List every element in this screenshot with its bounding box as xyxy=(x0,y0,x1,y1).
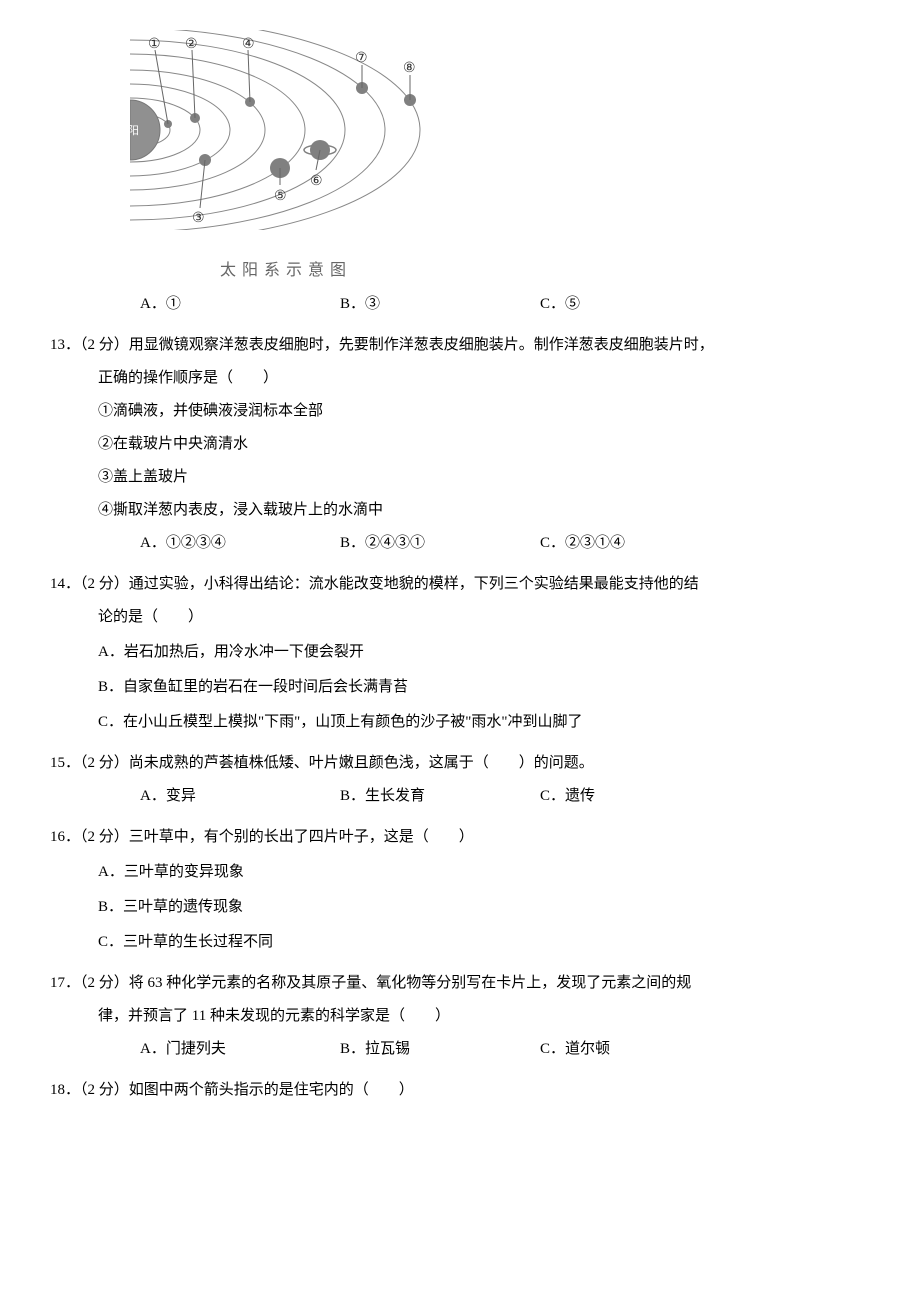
q17-option-a: A．门捷列夫 xyxy=(140,1033,340,1066)
q12-option-b: B．③ xyxy=(340,288,540,321)
q13-cont: 正确的操作顺序是（ ） xyxy=(98,362,870,395)
svg-text:③: ③ xyxy=(192,211,205,226)
q17-options: A．门捷列夫 B．拉瓦锡 C．道尔顿 xyxy=(140,1033,870,1066)
q12-option-a: A．① xyxy=(140,288,340,321)
question-16: 16．（2 分）三叶草中，有个别的长出了四片叶子，这是（ ） A．三叶草的变异现… xyxy=(50,821,870,959)
svg-text:④: ④ xyxy=(242,37,255,52)
diagram-caption: 太阳系示意图 xyxy=(220,253,870,288)
svg-text:⑦: ⑦ xyxy=(355,51,368,66)
q15-option-b: B．生长发育 xyxy=(340,780,540,813)
q12-option-c: C．⑤ xyxy=(540,288,740,321)
svg-text:⑥: ⑥ xyxy=(310,174,323,189)
q14-cont: 论的是（ ） xyxy=(98,601,870,634)
q13-step-2: ②在载玻片中央滴清水 xyxy=(98,428,870,461)
question-18: 18．（2 分）如图中两个箭头指示的是住宅内的（ ） xyxy=(50,1074,870,1107)
q18-stem: 18．（2 分）如图中两个箭头指示的是住宅内的（ ） xyxy=(50,1074,870,1107)
sun-label: 阳 xyxy=(130,124,139,137)
q15-option-c: C．遗传 xyxy=(540,780,740,813)
q14-option-c: C．在小山丘模型上模拟"下雨"，山顶上有颜色的沙子被"雨水"冲到山脚了 xyxy=(98,706,870,739)
question-13: 13．（2 分）用显微镜观察洋葱表皮细胞时，先要制作洋葱表皮细胞装片。制作洋葱表… xyxy=(50,329,870,560)
q13-step-4: ④撕取洋葱内表皮，浸入载玻片上的水滴中 xyxy=(98,494,870,527)
question-14: 14．（2 分）通过实验，小科得出结论：流水能改变地貌的模样，下列三个实验结果最… xyxy=(50,568,870,739)
q14-stem: 14．（2 分）通过实验，小科得出结论：流水能改变地貌的模样，下列三个实验结果最… xyxy=(50,568,870,601)
q14-option-a: A．岩石加热后，用冷水冲一下便会裂开 xyxy=(98,636,870,669)
q14-option-b: B．自家鱼缸里的岩石在一段时间后会长满青苔 xyxy=(98,671,870,704)
q16-stem: 16．（2 分）三叶草中，有个别的长出了四片叶子，这是（ ） xyxy=(50,821,870,854)
q15-stem: 15．（2 分）尚未成熟的芦荟植株低矮、叶片嫩且颜色浅，这属于（ ）的问题。 xyxy=(50,747,870,780)
svg-text:⑧: ⑧ xyxy=(403,61,416,76)
q13-step-1: ①滴碘液，并使碘液浸润标本全部 xyxy=(98,395,870,428)
q13-stem: 13．（2 分）用显微镜观察洋葱表皮细胞时，先要制作洋葱表皮细胞装片。制作洋葱表… xyxy=(50,329,870,362)
q15-options: A．变异 B．生长发育 C．遗传 xyxy=(140,780,870,813)
q17-option-c: C．道尔顿 xyxy=(540,1033,740,1066)
q15-option-a: A．变异 xyxy=(140,780,340,813)
q16-option-c: C．三叶草的生长过程不同 xyxy=(98,926,870,959)
svg-text:②: ② xyxy=(185,37,198,52)
solar-system-svg: 阳 ① ② ③ ④ ⑤ ⑥ ⑦ ⑧ xyxy=(130,30,430,230)
q13-option-b: B．②④③① xyxy=(340,527,540,560)
q17-cont: 律，并预言了 11 种未发现的元素的科学家是（ ） xyxy=(98,1000,870,1033)
q12-options: A．① B．③ C．⑤ xyxy=(140,288,870,321)
q13-option-a: A．①②③④ xyxy=(140,527,340,560)
q13-option-c: C．②③①④ xyxy=(540,527,740,560)
q16-option-b: B．三叶草的遗传现象 xyxy=(98,891,870,924)
question-15: 15．（2 分）尚未成熟的芦荟植株低矮、叶片嫩且颜色浅，这属于（ ）的问题。 A… xyxy=(50,747,870,813)
q13-step-3: ③盖上盖玻片 xyxy=(98,461,870,494)
q17-stem: 17．（2 分）将 63 种化学元素的名称及其原子量、氧化物等分别写在卡片上，发… xyxy=(50,967,870,1000)
q14-options: A．岩石加热后，用冷水冲一下便会裂开 B．自家鱼缸里的岩石在一段时间后会长满青苔… xyxy=(98,636,870,739)
svg-text:⑤: ⑤ xyxy=(274,189,287,204)
q13-options: A．①②③④ B．②④③① C．②③①④ xyxy=(140,527,870,560)
q16-options: A．三叶草的变异现象 B．三叶草的遗传现象 C．三叶草的生长过程不同 xyxy=(98,856,870,959)
question-17: 17．（2 分）将 63 种化学元素的名称及其原子量、氧化物等分别写在卡片上，发… xyxy=(50,967,870,1066)
q16-option-a: A．三叶草的变异现象 xyxy=(98,856,870,889)
solar-system-diagram: 阳 ① ② ③ ④ ⑤ ⑥ ⑦ ⑧ xyxy=(130,30,870,243)
q17-option-b: B．拉瓦锡 xyxy=(340,1033,540,1066)
svg-text:①: ① xyxy=(148,37,161,52)
